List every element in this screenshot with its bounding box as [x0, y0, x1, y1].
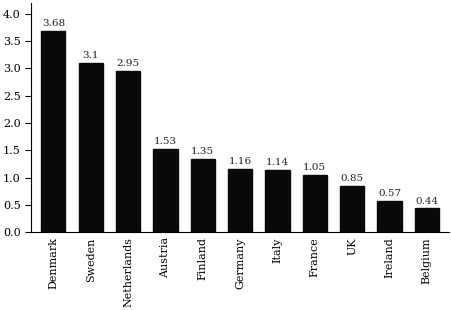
Text: 1.05: 1.05 [303, 163, 326, 172]
Text: 1.35: 1.35 [191, 147, 214, 156]
Bar [153, 149, 177, 232]
Bar [227, 169, 252, 232]
Text: 3.68: 3.68 [41, 20, 65, 29]
Bar [302, 175, 326, 232]
Bar [78, 63, 103, 232]
Text: 0.85: 0.85 [340, 174, 363, 183]
Bar [339, 186, 364, 232]
Bar [414, 208, 438, 232]
Text: 2.95: 2.95 [116, 60, 139, 69]
Bar [41, 31, 65, 232]
Bar [377, 201, 401, 232]
Text: 1.16: 1.16 [228, 157, 251, 166]
Text: 1.14: 1.14 [265, 158, 288, 167]
Bar [265, 170, 289, 232]
Text: 0.57: 0.57 [377, 189, 400, 198]
Text: 0.44: 0.44 [414, 197, 437, 206]
Bar [115, 71, 140, 233]
Text: 3.1: 3.1 [82, 51, 99, 60]
Bar [190, 159, 214, 232]
Text: 1.53: 1.53 [153, 137, 176, 146]
